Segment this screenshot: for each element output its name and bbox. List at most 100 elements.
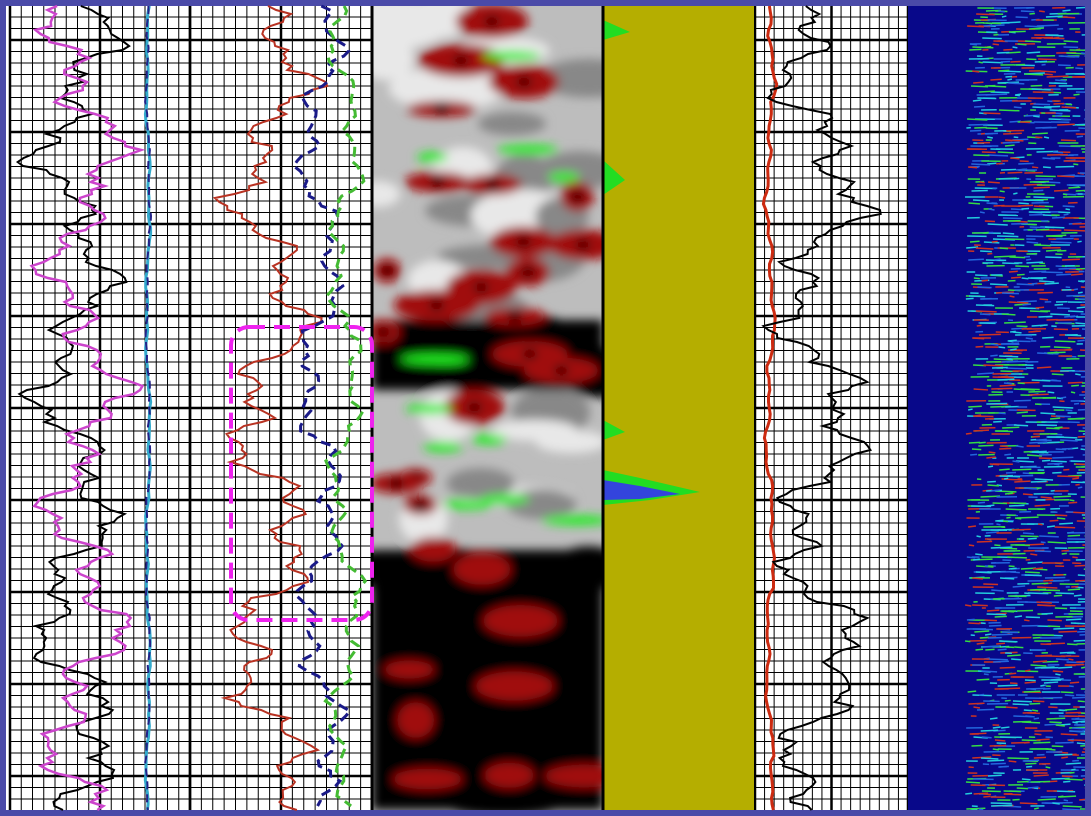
wave-stripe xyxy=(1052,457,1073,458)
wave-stripe xyxy=(977,287,991,288)
wave-stripe xyxy=(1040,71,1056,72)
wave-stripe xyxy=(1022,328,1032,329)
wave-stripe xyxy=(1041,497,1052,498)
wave-stripe xyxy=(1063,194,1067,195)
wave-stripe xyxy=(1062,259,1080,260)
wave-stripe xyxy=(1003,142,1020,143)
wave-stripe xyxy=(1048,626,1060,627)
wave-stripe xyxy=(986,203,997,204)
wave-stripe xyxy=(1066,104,1072,105)
image-core xyxy=(554,365,568,375)
image-core xyxy=(576,240,590,250)
wave-stripe xyxy=(1051,461,1067,462)
wave-stripe xyxy=(1003,521,1008,522)
wave-stripe xyxy=(1066,209,1070,210)
wave-stripe xyxy=(1077,340,1084,341)
wave-stripe xyxy=(1064,316,1075,317)
wave-stripe xyxy=(977,541,992,542)
wave-stripe xyxy=(1054,754,1072,755)
wave-stripe xyxy=(1055,115,1062,116)
wave-stripe xyxy=(1034,757,1046,758)
wave-stripe xyxy=(1061,119,1071,120)
wave-stripe xyxy=(1035,505,1051,506)
wave-stripe xyxy=(1025,670,1030,671)
wave-stripe xyxy=(1014,107,1022,108)
wave-stripe xyxy=(1022,779,1031,780)
wave-stripe xyxy=(1017,610,1033,611)
wave-stripe xyxy=(1013,704,1029,705)
wave-stripe xyxy=(982,280,988,281)
wave-stripe xyxy=(1045,749,1055,750)
wave-stripe xyxy=(1003,233,1014,234)
wave-stripe xyxy=(1041,272,1062,273)
wave-stripe xyxy=(1012,461,1019,462)
wave-stripe xyxy=(972,449,981,450)
wave-stripe xyxy=(1004,383,1012,384)
wave-stripe xyxy=(969,703,985,704)
wave-stripe xyxy=(992,241,998,242)
wave-stripe xyxy=(1054,190,1069,191)
wave-stripe xyxy=(1035,452,1049,453)
wave-stripe xyxy=(1068,589,1080,590)
wave-stripe xyxy=(990,355,997,356)
wave-stripe xyxy=(1042,613,1053,614)
wave-stripe xyxy=(1055,341,1076,342)
image-core xyxy=(376,327,390,337)
wave-stripe xyxy=(980,182,985,183)
image-core xyxy=(435,104,449,114)
wave-stripe xyxy=(975,554,982,555)
wave-stripe xyxy=(999,641,1018,642)
wave-stripe xyxy=(1039,536,1059,537)
wave-stripe xyxy=(1026,338,1033,339)
wave-stripe xyxy=(1047,76,1069,77)
wave-stripe xyxy=(972,338,984,339)
wave-stripe xyxy=(1071,623,1086,624)
wave-stripe xyxy=(991,344,999,345)
wave-stripe xyxy=(1000,385,1016,386)
wave-stripe xyxy=(982,646,999,647)
image-core xyxy=(516,237,530,247)
wave-stripe xyxy=(973,430,989,431)
wave-stripe xyxy=(1043,167,1051,168)
wave-stripe xyxy=(966,298,974,299)
wave-stripe xyxy=(1031,331,1037,332)
wave-stripe xyxy=(1036,307,1044,308)
wave-stripe xyxy=(971,164,990,165)
wave-stripe xyxy=(995,740,1005,741)
wave-stripe xyxy=(1016,326,1027,327)
wave-stripe xyxy=(993,421,1002,422)
wave-stripe xyxy=(1061,140,1076,141)
wave-stripe xyxy=(1063,806,1082,807)
wave-stripe xyxy=(1078,292,1083,293)
wave-stripe xyxy=(972,605,988,606)
wave-stripe xyxy=(1052,803,1059,804)
wave-stripe xyxy=(993,373,1012,374)
wave-stripe xyxy=(1046,250,1061,251)
wave-stripe xyxy=(1014,137,1019,138)
wave-stripe xyxy=(1052,374,1064,375)
wave-stripe xyxy=(1001,22,1020,23)
wave-stripe xyxy=(1018,44,1027,45)
wave-stripe xyxy=(969,296,985,297)
wave-stripe xyxy=(972,733,987,734)
image-green xyxy=(548,172,580,182)
wave-stripe xyxy=(1058,667,1072,668)
wave-stripe xyxy=(1079,676,1086,677)
wave-stripe xyxy=(977,325,982,326)
wave-stripe xyxy=(1014,647,1023,648)
wave-stripe xyxy=(1047,656,1065,657)
wave-stripe xyxy=(1022,278,1029,279)
wave-stripe xyxy=(1054,329,1068,330)
wave-stripe xyxy=(970,44,977,45)
wave-stripe xyxy=(973,100,981,101)
wave-stripe xyxy=(1002,343,1019,344)
wave-stripe xyxy=(1075,374,1080,375)
wave-stripe xyxy=(966,782,980,783)
wave-stripe xyxy=(974,278,980,279)
wave-stripe xyxy=(1057,124,1075,125)
wave-stripe xyxy=(987,610,999,611)
image-red-blob xyxy=(410,537,456,562)
wave-stripe xyxy=(1040,299,1049,300)
wave-stripe xyxy=(1023,533,1034,534)
wave-stripe xyxy=(988,775,1002,776)
